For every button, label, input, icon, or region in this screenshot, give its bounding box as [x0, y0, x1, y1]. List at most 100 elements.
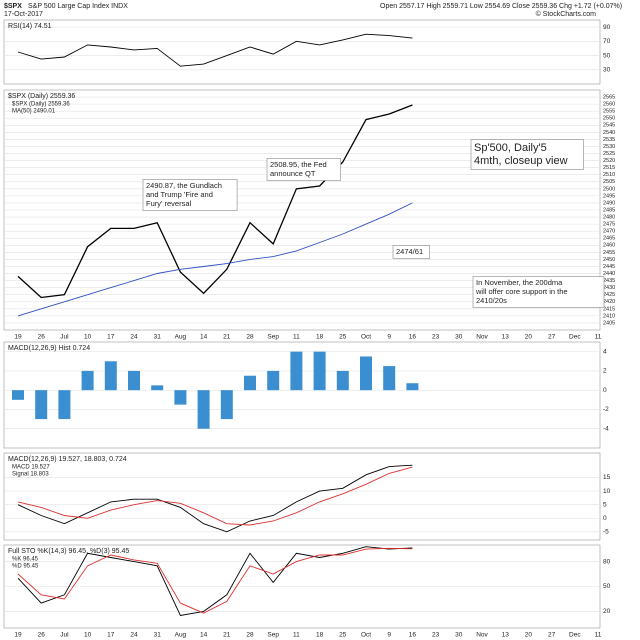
quote: Open 2557.17 High 2559.71 Low 2554.69 Cl… [380, 3, 622, 10]
histogram-bar [220, 390, 233, 420]
y-tick-label: -5 [603, 529, 609, 536]
x-tick-label: 23 [432, 334, 440, 341]
y-tick-label: 2 [603, 368, 607, 375]
panel-label: Full STO %K(14,3) 96.45, %D(3) 95.45 [8, 548, 129, 555]
panel-frame [3, 452, 601, 541]
annotation-text: In November, the 200dma [476, 278, 563, 287]
y-tick-label: 2465 [603, 236, 615, 242]
x-tick-label: Oct [361, 334, 371, 341]
annotation-text: announce QT [270, 169, 316, 178]
x-tick-label: 26 [38, 334, 46, 341]
x-tick-label: 18 [316, 632, 324, 639]
legend-entry: %D 95.45 [12, 564, 39, 570]
y-tick-label: 2430 [603, 285, 615, 291]
x-tick-label: 21 [223, 632, 231, 639]
x-tick-label: 9 [387, 632, 391, 639]
histogram-bar [313, 351, 326, 391]
panel-label: MACD(12,26,9) 19.527, 18.803, 0.724 [8, 456, 127, 463]
x-tick-label: 10 [84, 632, 92, 639]
series-line [17, 202, 413, 317]
x-tick-label: 18 [316, 334, 324, 341]
y-tick-label: 2500 [603, 186, 615, 192]
histogram-bar [174, 390, 187, 405]
annotation-box [472, 276, 605, 308]
x-tick-label: 20 [525, 632, 533, 639]
x-tick-label: 27 [548, 632, 556, 639]
y-tick-label: 2405 [603, 320, 615, 326]
x-tick-label: 20 [525, 334, 533, 341]
histogram-bar [81, 370, 94, 391]
annotation-box [142, 179, 238, 211]
y-tick-label: 15 [603, 474, 611, 481]
symbol: $SPX [4, 3, 22, 10]
x-tick-label: 13 [502, 632, 510, 639]
x-tick-label: 11 [293, 632, 300, 639]
y-tick-label: 2495 [603, 193, 615, 199]
histogram-bar [360, 356, 372, 391]
credit: © StockCharts.com [536, 10, 597, 18]
annotation-text: 2410/20s [476, 296, 507, 305]
y-tick-label: 50 [603, 52, 611, 59]
x-tick-label: 14 [200, 334, 208, 341]
x-tick-label: Jul [60, 334, 69, 341]
histogram-bar [151, 385, 164, 391]
x-tick-label: Aug [175, 632, 187, 639]
annotation-text: 2474/61 [396, 247, 423, 256]
annotation-text: Fury' reversal [146, 199, 192, 208]
y-tick-label: 2450 [603, 257, 615, 263]
y-tick-label: 2485 [603, 207, 615, 213]
series-line [17, 466, 413, 526]
y-tick-label: 2535 [603, 137, 615, 143]
date: 17-Oct-2017 [4, 11, 43, 18]
y-tick-label: 2490 [603, 200, 615, 206]
x-tick-label: 19 [14, 334, 22, 341]
panel-label: RSI(14) 74.51 [8, 23, 52, 30]
panel-frame [3, 19, 601, 85]
x-tick-label: 10 [84, 334, 92, 341]
y-tick-label: 2545 [603, 123, 615, 129]
histogram-bar [383, 366, 396, 391]
histogram-bar [290, 351, 303, 391]
series-line [17, 33, 413, 67]
y-tick-label: 70 [603, 38, 611, 45]
y-tick-label: 2415 [603, 306, 615, 312]
annotation-text: and Trump 'Fire and [146, 190, 213, 199]
index-name: S&P 500 Large Cap Index INDX [28, 3, 128, 10]
y-tick-label: -4 [603, 425, 609, 432]
histogram-bar [244, 375, 256, 391]
y-tick-label: 50 [603, 583, 611, 590]
y-tick-label: 2425 [603, 292, 615, 298]
series-line [17, 104, 413, 299]
x-tick-label: 30 [455, 632, 463, 639]
histogram-bar [104, 361, 117, 391]
legend-entry: MA(50) 2490.01 [12, 109, 56, 115]
y-tick-label: 2455 [603, 250, 615, 256]
x-tick-label: Sep [267, 632, 279, 639]
histogram-bar [336, 370, 349, 391]
annotation-text: 4mth, closeup view [474, 155, 568, 167]
y-tick-label: 2480 [603, 215, 615, 221]
x-tick-label: 21 [223, 334, 231, 341]
histogram-bar [197, 390, 210, 429]
y-tick-label: 2540 [603, 130, 615, 136]
y-tick-label: 2530 [603, 144, 615, 150]
x-tick-label: 24 [130, 334, 138, 341]
y-tick-label: 2475 [603, 222, 615, 228]
series-line [17, 464, 413, 533]
panel-label: MACD(12,26,9) Hist 0.724 [8, 345, 90, 352]
y-tick-label: 2505 [603, 179, 615, 185]
histogram-bar [35, 390, 48, 420]
x-tick-label: 25 [339, 632, 347, 639]
y-tick-label: 2560 [603, 102, 615, 108]
y-tick-label: 0 [603, 387, 607, 394]
x-tick-label: 11 [293, 334, 300, 341]
x-tick-label: 26 [38, 632, 46, 639]
x-tick-label: Sep [267, 334, 279, 341]
x-tick-label: 16 [409, 632, 417, 639]
legend-entry: Signal 18.803 [12, 472, 49, 478]
series-line [17, 547, 413, 614]
annotation-text: 2490.87, the Gundlach [146, 181, 222, 190]
y-tick-label: 2555 [603, 109, 615, 115]
annotation-text: 2508.95, the Fed [270, 160, 327, 169]
